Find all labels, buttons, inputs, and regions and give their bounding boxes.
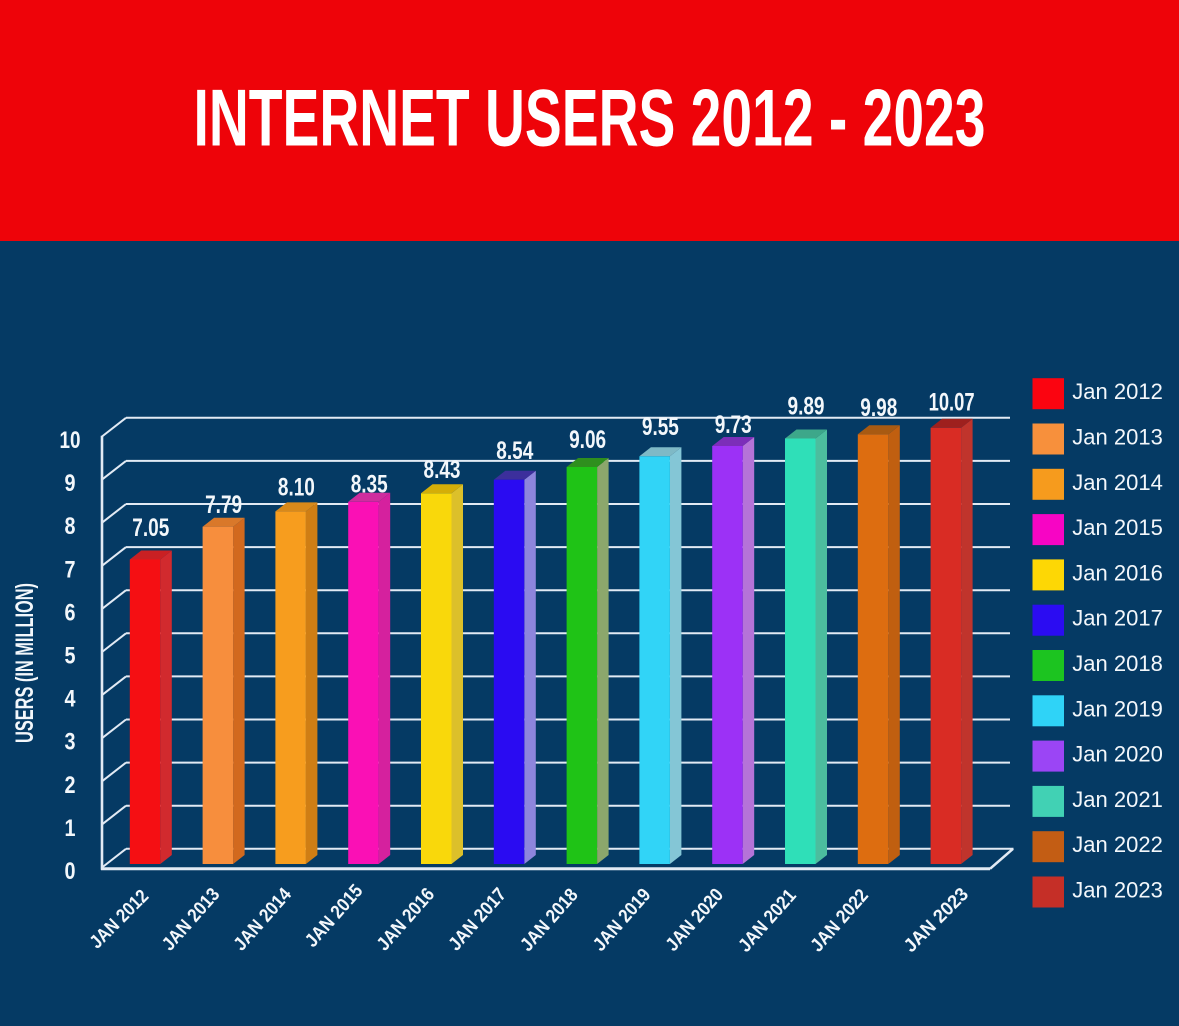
svg-text:10: 10 — [60, 427, 81, 454]
svg-text:USERS (IN MILLION): USERS (IN MILLION) — [11, 583, 39, 743]
svg-text:8.43: 8.43 — [424, 456, 461, 484]
svg-text:8.35: 8.35 — [351, 470, 388, 498]
svg-text:5: 5 — [65, 643, 76, 670]
svg-text:8: 8 — [65, 513, 76, 540]
svg-text:9.06: 9.06 — [569, 426, 606, 454]
svg-text:Jan 2013: Jan 2013 — [1072, 425, 1163, 450]
svg-text:Jan 2021: Jan 2021 — [1072, 787, 1163, 812]
svg-text:Jan 2019: Jan 2019 — [1072, 696, 1163, 721]
svg-text:7.79: 7.79 — [205, 491, 242, 519]
svg-text:3: 3 — [65, 729, 76, 756]
svg-text:10.07: 10.07 — [929, 389, 975, 417]
svg-text:Jan 2017: Jan 2017 — [1072, 606, 1163, 631]
svg-text:Jan 2014: Jan 2014 — [1072, 470, 1163, 495]
svg-text:4: 4 — [65, 686, 77, 713]
svg-text:Jan 2012: Jan 2012 — [1072, 379, 1163, 404]
svg-text:7: 7 — [65, 556, 76, 583]
svg-text:Jan 2018: Jan 2018 — [1072, 651, 1163, 676]
svg-text:1: 1 — [65, 815, 76, 842]
svg-text:8.54: 8.54 — [496, 437, 533, 465]
svg-text:0: 0 — [65, 858, 76, 885]
svg-text:Jan 2023: Jan 2023 — [1072, 878, 1163, 903]
svg-text:9.55: 9.55 — [642, 413, 679, 441]
svg-text:9: 9 — [65, 470, 76, 497]
svg-text:9.73: 9.73 — [715, 411, 752, 439]
svg-text:9.89: 9.89 — [788, 392, 825, 420]
svg-text:INTERNET USERS 2012 - 2023: INTERNET USERS 2012 - 2023 — [194, 74, 986, 164]
svg-text:Jan 2020: Jan 2020 — [1072, 742, 1163, 767]
svg-text:Jan 2022: Jan 2022 — [1072, 832, 1163, 857]
svg-text:8.10: 8.10 — [278, 474, 315, 502]
svg-text:Jan 2016: Jan 2016 — [1072, 560, 1163, 585]
svg-text:Jan 2015: Jan 2015 — [1072, 515, 1163, 540]
svg-text:7.05: 7.05 — [132, 514, 169, 542]
svg-text:6: 6 — [65, 599, 76, 626]
svg-text:2: 2 — [65, 772, 76, 799]
svg-text:9.98: 9.98 — [860, 394, 897, 422]
